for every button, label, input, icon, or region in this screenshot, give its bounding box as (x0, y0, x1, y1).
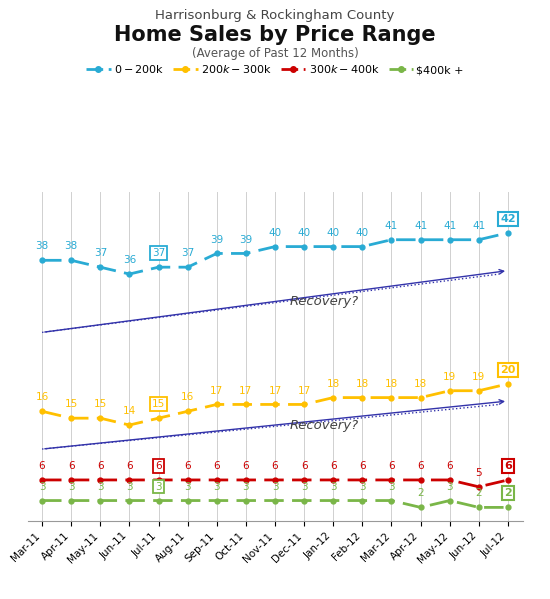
Text: 6: 6 (447, 461, 453, 471)
Text: 17: 17 (210, 386, 223, 395)
Text: 36: 36 (123, 255, 136, 265)
Text: 6: 6 (388, 461, 395, 471)
Text: 39: 39 (239, 235, 252, 244)
Text: 40: 40 (268, 228, 282, 238)
Text: 3: 3 (359, 482, 366, 492)
Text: 3: 3 (388, 482, 395, 492)
Text: 18: 18 (356, 379, 369, 389)
Text: 3: 3 (213, 482, 220, 492)
Text: 6: 6 (359, 461, 366, 471)
Text: 3: 3 (184, 482, 191, 492)
Text: 15: 15 (94, 400, 107, 409)
Text: 40: 40 (327, 228, 340, 238)
Text: 6: 6 (504, 461, 512, 471)
Text: 41: 41 (443, 221, 456, 231)
Text: 6: 6 (97, 461, 103, 471)
Text: 17: 17 (298, 386, 311, 395)
Text: 19: 19 (443, 372, 456, 382)
Text: 40: 40 (356, 228, 369, 238)
Text: 2: 2 (417, 488, 424, 498)
Text: 18: 18 (385, 379, 398, 389)
Text: 16: 16 (35, 392, 49, 403)
Text: 20: 20 (500, 365, 516, 375)
Text: 38: 38 (64, 241, 78, 252)
Text: 38: 38 (35, 241, 49, 252)
Text: Harrisonburg & Rockingham County: Harrisonburg & Rockingham County (155, 9, 395, 22)
Text: 41: 41 (414, 221, 427, 231)
Text: 6: 6 (126, 461, 133, 471)
Legend: $0 - $200k, $200k - $300k, $300k - $400k, $400k +: $0 - $200k, $200k - $300k, $300k - $400k… (82, 59, 468, 80)
Text: 42: 42 (500, 214, 516, 224)
Text: 6: 6 (330, 461, 337, 471)
Text: 6: 6 (243, 461, 249, 471)
Text: 3: 3 (301, 482, 307, 492)
Text: 17: 17 (239, 386, 252, 395)
Text: 6: 6 (417, 461, 424, 471)
Text: 3: 3 (447, 482, 453, 492)
Text: 3: 3 (126, 482, 133, 492)
Text: 3: 3 (243, 482, 249, 492)
Text: 37: 37 (181, 248, 194, 258)
Text: 41: 41 (472, 221, 486, 231)
Text: 18: 18 (414, 379, 427, 389)
Text: 2: 2 (476, 488, 482, 498)
Text: 6: 6 (39, 461, 45, 471)
Text: 18: 18 (327, 379, 340, 389)
Text: 3: 3 (68, 482, 74, 492)
Text: 3: 3 (97, 482, 103, 492)
Text: 40: 40 (298, 228, 311, 238)
Text: 39: 39 (210, 235, 223, 244)
Text: Recovery?: Recovery? (289, 295, 359, 308)
Text: 3: 3 (330, 482, 337, 492)
Text: Recovery?: Recovery? (289, 419, 359, 431)
Text: 16: 16 (181, 392, 194, 403)
Text: Home Sales by Price Range: Home Sales by Price Range (114, 25, 436, 45)
Text: 15: 15 (64, 400, 78, 409)
Text: 6: 6 (213, 461, 220, 471)
Text: 15: 15 (152, 400, 165, 409)
Text: 5: 5 (476, 468, 482, 478)
Text: 37: 37 (152, 248, 165, 258)
Text: 37: 37 (94, 248, 107, 258)
Text: 19: 19 (472, 372, 486, 382)
Text: 3: 3 (155, 482, 162, 492)
Text: 3: 3 (272, 482, 278, 492)
Text: 14: 14 (123, 406, 136, 416)
Text: 41: 41 (385, 221, 398, 231)
Text: (Average of Past 12 Months): (Average of Past 12 Months) (191, 47, 359, 60)
Text: 6: 6 (272, 461, 278, 471)
Text: 17: 17 (268, 386, 282, 395)
Text: 6: 6 (301, 461, 307, 471)
Text: 3: 3 (39, 482, 45, 492)
Text: 6: 6 (155, 461, 162, 471)
Text: 2: 2 (504, 488, 512, 498)
Text: 6: 6 (68, 461, 74, 471)
Text: 6: 6 (184, 461, 191, 471)
